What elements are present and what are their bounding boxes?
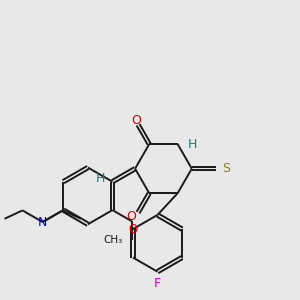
Text: N: N — [38, 215, 47, 229]
Text: O: O — [127, 210, 136, 223]
Text: O: O — [132, 114, 142, 127]
Text: CH₃: CH₃ — [103, 235, 122, 245]
Text: F: F — [154, 277, 161, 290]
Text: S: S — [222, 162, 230, 175]
Text: O: O — [128, 223, 137, 236]
Text: H: H — [96, 172, 105, 185]
Text: H: H — [187, 138, 197, 151]
